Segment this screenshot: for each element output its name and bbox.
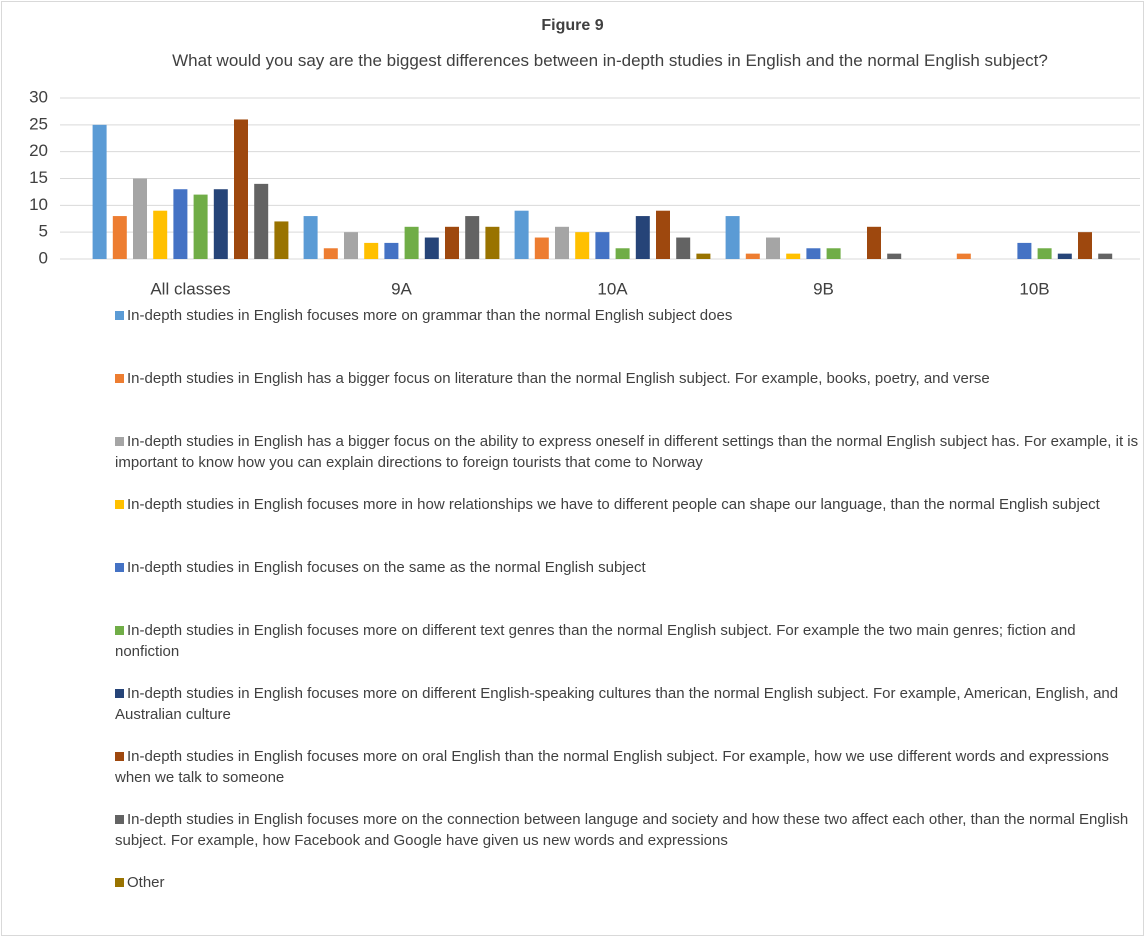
legend-swatch (115, 500, 124, 509)
bar (1057, 253, 1072, 259)
legend-label: In-depth studies in English focuses more… (115, 748, 1109, 786)
legend-label: In-depth studies in English has a bigger… (115, 433, 1139, 471)
legend-swatch (115, 374, 124, 383)
legend-item: In-depth studies in English focuses more… (115, 620, 1140, 662)
legend-label: In-depth studies in English focuses more… (127, 307, 733, 324)
legend-item: In-depth studies in English focuses on t… (115, 557, 1140, 578)
x-tick-label: 9A (391, 279, 412, 298)
bar (1037, 248, 1052, 259)
bar (193, 194, 208, 259)
legend-item: In-depth studies in English focuses more… (115, 683, 1140, 725)
legend-label: Other (127, 874, 165, 891)
bar (786, 253, 801, 259)
legend-item: In-depth studies in English has a bigger… (115, 431, 1140, 473)
chart: 0 5 10 15 20 25 30 All classes 9A 10A 9B 10B (29, 87, 1140, 298)
bar (323, 248, 338, 259)
y-tick-label: 30 (29, 87, 48, 106)
bar (384, 242, 399, 259)
x-tick-label: 10A (597, 279, 628, 298)
bar (445, 226, 459, 259)
x-tick-label: All classes (150, 279, 230, 298)
bar (364, 242, 379, 259)
legend-item: In-depth studies in English focuses more… (115, 305, 1140, 326)
chart-subtitle: What would you say are the biggest diffe… (172, 51, 1048, 70)
legend-item: Other (115, 872, 1140, 893)
bar (887, 253, 902, 259)
bar (92, 124, 107, 259)
bar (1098, 253, 1113, 259)
bar (274, 221, 289, 259)
bar (485, 226, 500, 259)
x-tick-label: 10B (1019, 279, 1049, 298)
y-tick-label: 5 (39, 222, 48, 241)
bar (806, 248, 821, 259)
bar (424, 237, 439, 259)
y-tick-label: 10 (29, 195, 48, 214)
bar (656, 210, 670, 259)
bar (1017, 242, 1032, 259)
legend-label: In-depth studies in English focuses more… (115, 685, 1119, 723)
bar (956, 253, 971, 259)
bar (826, 248, 841, 259)
bar (133, 178, 147, 259)
y-tick-label: 25 (29, 114, 48, 133)
bar (676, 237, 691, 259)
bar (867, 226, 881, 259)
legend-item: In-depth studies in English focuses more… (115, 809, 1140, 851)
bar (595, 232, 610, 259)
bar (555, 226, 569, 259)
bar (745, 253, 760, 259)
bar (534, 237, 549, 259)
y-tick-label: 20 (29, 141, 48, 160)
legend-label: In-depth studies in English has a bigger… (127, 370, 990, 387)
bar (465, 216, 480, 259)
legend-item: In-depth studies in English focuses more… (115, 746, 1140, 788)
bar (234, 119, 248, 259)
bar (725, 216, 740, 259)
legend-item: In-depth studies in English focuses more… (115, 494, 1140, 515)
legend-label: In-depth studies in English focuses more… (115, 811, 1129, 849)
bar (153, 210, 168, 259)
bar (696, 253, 711, 259)
legend-label: In-depth studies in English focuses more… (115, 622, 1076, 660)
bar (173, 189, 188, 259)
bar (635, 216, 650, 259)
legend-item: In-depth studies in English has a bigger… (115, 368, 1140, 389)
legend-swatch (115, 626, 124, 635)
legend-swatch (115, 563, 124, 572)
bar (254, 183, 269, 259)
y-tick-label: 0 (39, 248, 48, 267)
legend-swatch (115, 689, 124, 698)
bar (1078, 232, 1092, 259)
bar (344, 232, 358, 259)
bar (766, 237, 780, 259)
y-tick-label: 15 (29, 168, 48, 187)
legend-swatch (115, 752, 124, 761)
bar (213, 189, 228, 259)
bar (303, 216, 318, 259)
legend-label: In-depth studies in English focuses more… (127, 496, 1100, 513)
legend-swatch (115, 878, 124, 887)
bar (615, 248, 630, 259)
bar (575, 232, 590, 259)
bar (404, 226, 419, 259)
bar (112, 216, 127, 259)
chart-title: Figure 9 (541, 17, 604, 34)
bar (514, 210, 529, 259)
legend-swatch (115, 815, 124, 824)
x-tick-label: 9B (813, 279, 834, 298)
legend-swatch (115, 311, 124, 320)
legend-label: In-depth studies in English focuses on t… (127, 559, 646, 576)
legend-swatch (115, 437, 124, 446)
